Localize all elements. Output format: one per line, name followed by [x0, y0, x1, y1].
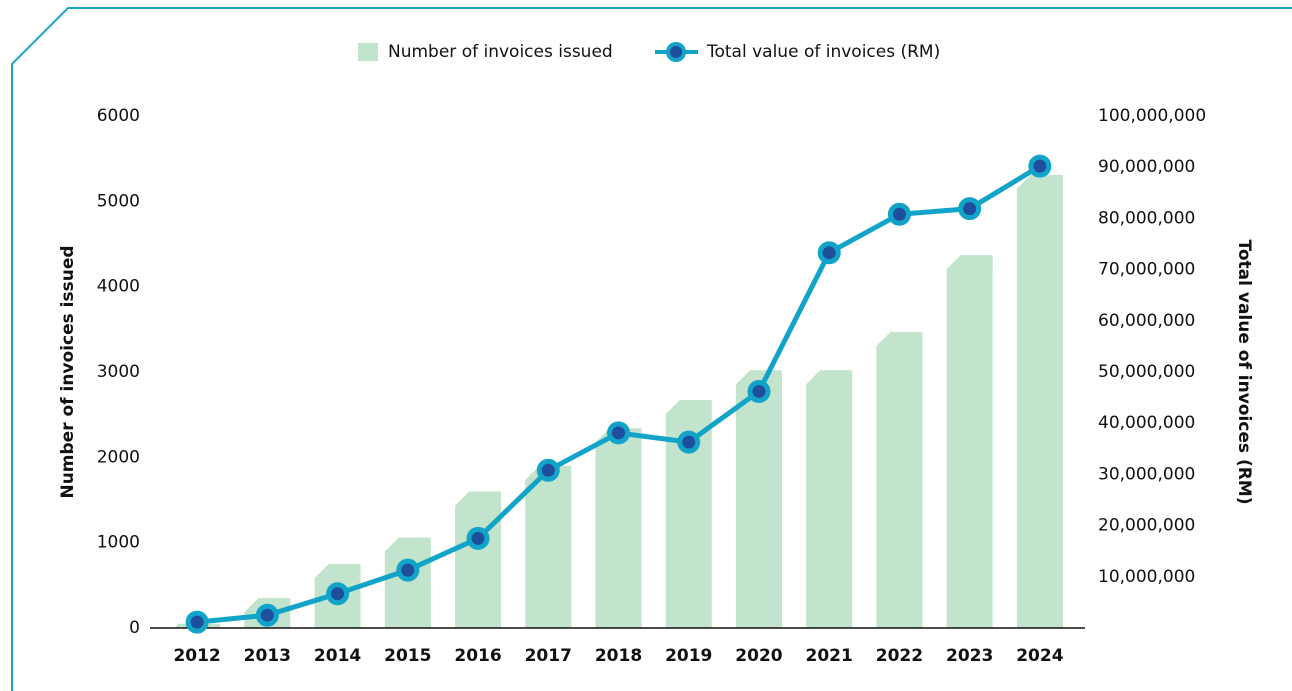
frame	[11, 7, 1292, 691]
y2-tick-label: 80,000,000	[1098, 208, 1195, 228]
x-tick-label: 2022	[876, 646, 923, 666]
x-tick-label: 2013	[244, 646, 291, 666]
bar	[876, 331, 923, 628]
x-tick-label: 2015	[384, 646, 431, 666]
y-tick-label: 3000	[97, 362, 140, 382]
y-axis-label: Number of invoices issued	[58, 245, 78, 498]
y2-tick-label: 30,000,000	[1098, 464, 1195, 484]
x-tick-label: 2023	[946, 646, 993, 666]
bar	[946, 255, 993, 629]
bar	[384, 537, 431, 628]
bar	[1016, 174, 1063, 628]
legend-swatch	[666, 42, 686, 62]
bar	[455, 491, 502, 628]
y2-tick-label: 10,000,000	[1098, 567, 1195, 587]
legend-label: Total value of invoices (RM)	[706, 42, 940, 62]
y2-tick-label: 20,000,000	[1098, 516, 1195, 536]
y-tick-label: 4000	[97, 277, 140, 297]
x-tick-label: 2014	[314, 646, 361, 666]
line-point	[396, 558, 420, 582]
line-point	[536, 458, 560, 482]
x-tick-label: 2016	[454, 646, 501, 666]
line-point	[185, 610, 209, 634]
line-point	[747, 379, 771, 403]
x-tick-label: 2019	[665, 646, 712, 666]
line-point	[466, 526, 490, 550]
y2-tick-label: 40,000,000	[1098, 413, 1195, 433]
legend-label: Number of invoices issued	[388, 42, 613, 62]
x-tick-label: 2021	[806, 646, 853, 666]
bar	[806, 370, 853, 628]
y-tick-label: 5000	[97, 191, 140, 211]
line-point	[255, 603, 279, 627]
y2-tick-label: 50,000,000	[1098, 362, 1195, 382]
line-point	[326, 582, 350, 606]
x-tick-label: 2012	[173, 646, 220, 666]
y-tick-label: 1000	[97, 533, 140, 553]
x-tick-label: 2020	[735, 646, 782, 666]
line-point	[958, 197, 982, 221]
x-tick-label: 2017	[525, 646, 572, 666]
y2-tick-label: 60,000,000	[1098, 311, 1195, 331]
y2-tick-label: 90,000,000	[1098, 157, 1195, 177]
y-tick-label: 2000	[97, 447, 140, 467]
bar	[595, 428, 642, 628]
line-point	[817, 241, 841, 265]
y2-axis-label: Total value of invoices (RM)	[1234, 240, 1254, 505]
bar	[665, 400, 712, 628]
y2-tick-label: 70,000,000	[1098, 260, 1195, 280]
bar	[525, 465, 572, 628]
line-point	[607, 421, 630, 445]
x-tick-label: 2018	[595, 646, 642, 666]
line-point	[1028, 154, 1052, 178]
line-point	[887, 202, 911, 226]
y-tick-label: 0	[129, 618, 140, 638]
x-tick-label: 2024	[1016, 646, 1063, 666]
y2-tick-label: 100,000,000	[1098, 106, 1206, 126]
legend-swatch	[358, 43, 378, 61]
bar	[735, 370, 782, 628]
y-tick-label: 6000	[97, 106, 140, 126]
line-point	[677, 430, 701, 454]
